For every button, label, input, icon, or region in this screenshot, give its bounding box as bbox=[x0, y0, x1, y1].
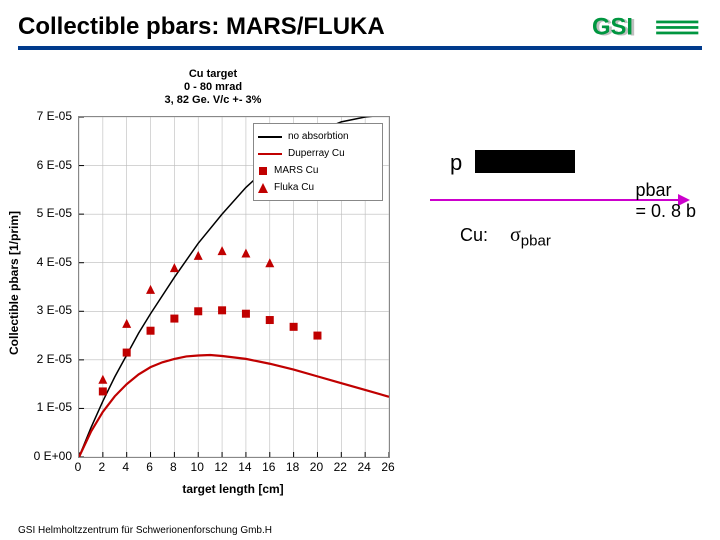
y-tick-label: 0 E+00 bbox=[18, 449, 72, 463]
pbar-label: pbar bbox=[635, 180, 671, 200]
sigma-symbol: σpbar bbox=[510, 224, 551, 250]
y-tick-label: 1 E-05 bbox=[18, 400, 72, 414]
target-block bbox=[475, 150, 575, 172]
square-icon bbox=[258, 166, 268, 176]
legend-item-mars: MARS Cu bbox=[258, 162, 378, 179]
legend-item-no-absorbtion: no absorbtion bbox=[258, 128, 378, 145]
x-tick-label: 14 bbox=[233, 460, 257, 474]
triangle-icon bbox=[258, 183, 268, 193]
chart-title-line-1: 0 - 80 mrad bbox=[184, 81, 242, 93]
x-tick-label: 20 bbox=[304, 460, 328, 474]
header: Collectible pbars: MARS/FLUKA GSI GSI bbox=[18, 8, 702, 50]
chart-title-line-2: 3, 82 Ge. V/c +- 3% bbox=[165, 94, 262, 106]
y-tick-label: 5 E-05 bbox=[18, 206, 72, 220]
y-tick-label: 3 E-05 bbox=[18, 303, 72, 317]
y-tick-label: 2 E-05 bbox=[18, 352, 72, 366]
chart-legend: no absorbtion Duperray Cu MARS Cu Fluka … bbox=[253, 123, 383, 201]
x-tick-label: 0 bbox=[66, 460, 90, 474]
chart-title: Cu target 0 - 80 mrad 3, 82 Ge. V/c +- 3… bbox=[18, 68, 408, 108]
footer-text: GSI Helmholtzzentrum für Schwerionenfors… bbox=[18, 525, 272, 536]
y-tick-label: 7 E-05 bbox=[18, 109, 72, 123]
legend-item-duperray: Duperray Cu bbox=[258, 145, 378, 162]
side-annotation: p pbar = 0. 8 b Cu: σpbar bbox=[430, 150, 700, 280]
x-tick-label: 8 bbox=[161, 460, 185, 474]
x-axis-label: target length [cm] bbox=[78, 482, 388, 496]
legend-label: Duperray Cu bbox=[288, 147, 345, 160]
x-tick-label: 24 bbox=[352, 460, 376, 474]
x-tick-label: 6 bbox=[138, 460, 162, 474]
x-tick-label: 18 bbox=[281, 460, 305, 474]
gsi-logo: GSI GSI bbox=[592, 13, 702, 41]
legend-label: Fluka Cu bbox=[274, 181, 314, 194]
page-title: Collectible pbars: MARS/FLUKA bbox=[18, 13, 385, 41]
legend-label: MARS Cu bbox=[274, 164, 318, 177]
x-tick-label: 12 bbox=[209, 460, 233, 474]
y-tick-label: 4 E-05 bbox=[18, 255, 72, 269]
legend-label: no absorbtion bbox=[288, 130, 349, 143]
x-tick-label: 22 bbox=[328, 460, 352, 474]
pbar-value: = 0. 8 b bbox=[635, 201, 696, 221]
target-edge bbox=[475, 172, 575, 173]
cross-section-eq: Cu: σpbar bbox=[460, 224, 551, 250]
x-tick-label: 4 bbox=[114, 460, 138, 474]
svg-text:GSI: GSI bbox=[592, 13, 633, 40]
proton-label: p bbox=[450, 150, 462, 176]
y-tick-label: 6 E-05 bbox=[18, 158, 72, 172]
x-tick-label: 2 bbox=[90, 460, 114, 474]
y-axis-label: Collectible pbars [1/prim] bbox=[7, 211, 21, 355]
x-tick-label: 26 bbox=[376, 460, 400, 474]
plot-area: no absorbtion Duperray Cu MARS Cu Fluka … bbox=[78, 116, 390, 458]
x-tick-label: 16 bbox=[257, 460, 281, 474]
legend-item-fluka: Fluka Cu bbox=[258, 179, 378, 196]
cu-label: Cu: bbox=[460, 225, 488, 246]
chart-container: Cu target 0 - 80 mrad 3, 82 Ge. V/c +- 3… bbox=[18, 68, 408, 498]
chart-title-line-0: Cu target bbox=[189, 68, 237, 80]
x-tick-label: 10 bbox=[185, 460, 209, 474]
pbar-result: pbar = 0. 8 b bbox=[635, 180, 696, 221]
